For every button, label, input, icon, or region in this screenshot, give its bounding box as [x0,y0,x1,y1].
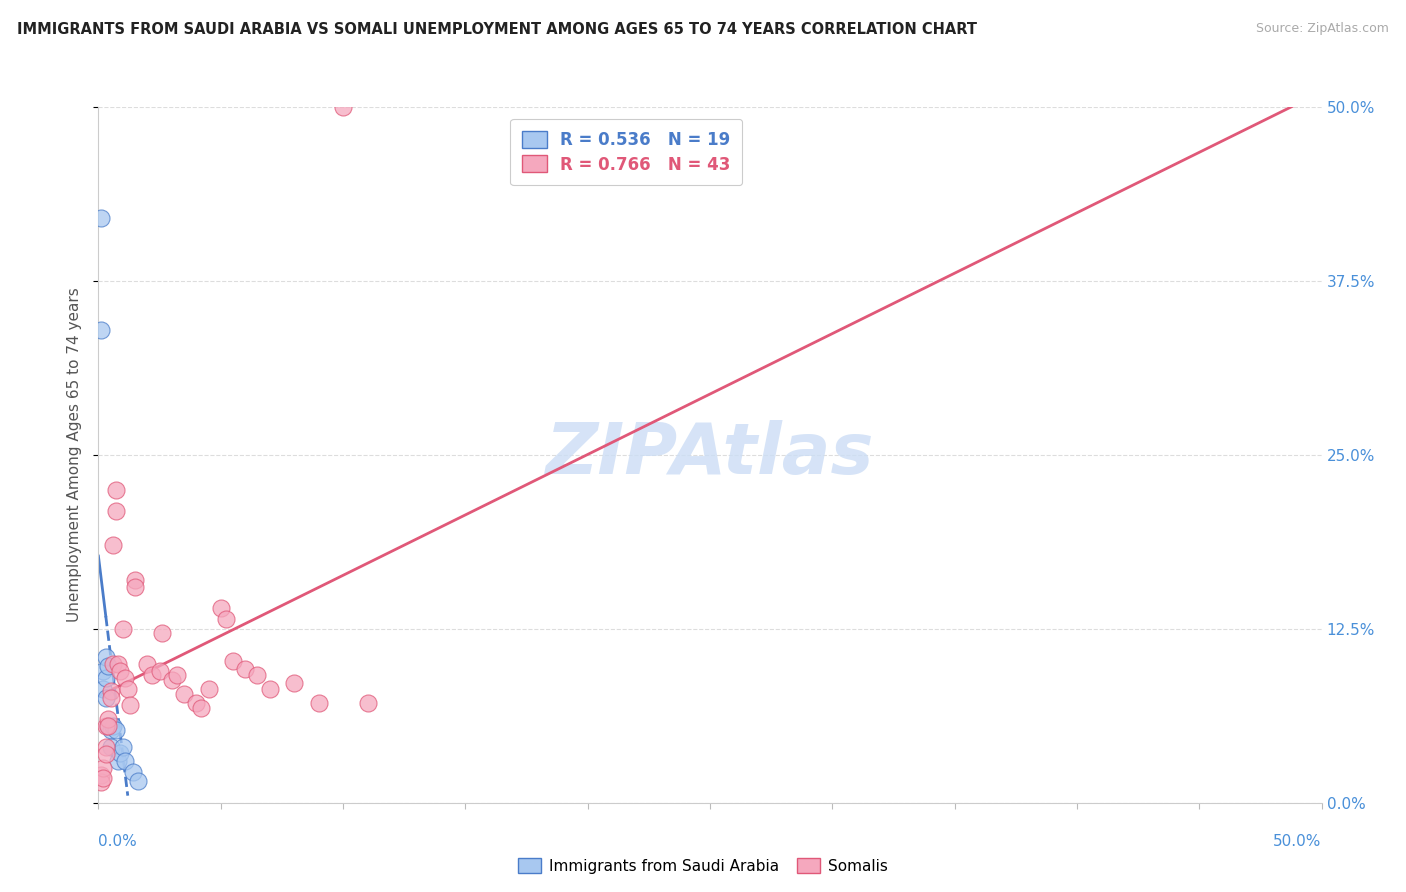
Point [114,671,136,685]
Point [90,211,112,226]
Point [94,649,117,664]
Point [97,719,120,733]
Y-axis label: Unemployment Among Ages 65 to 74 years: Unemployment Among Ages 65 to 74 years [67,287,83,623]
Point [91,771,114,785]
Point [214,612,236,626]
Legend: Immigrants from Saudi Arabia, Somalis: Immigrants from Saudi Arabia, Somalis [512,852,894,880]
Point [124,580,146,594]
Point [91,761,114,775]
Point [150,626,173,640]
Point [149,664,172,678]
Point [121,765,143,780]
Point [94,671,117,685]
Point [209,601,232,615]
Point [283,676,305,690]
Point [94,691,117,706]
Legend: R = 0.536   N = 19, R = 0.766   N = 43: R = 0.536 N = 19, R = 0.766 N = 43 [510,119,742,186]
Point [127,773,149,788]
Point [90,323,112,337]
Point [186,696,208,710]
Point [97,719,120,733]
Point [173,687,195,701]
Text: 50.0%: 50.0% [1274,834,1322,849]
Text: IMMIGRANTS FROM SAUDI ARABIA VS SOMALI UNEMPLOYMENT AMONG AGES 65 TO 74 YEARS CO: IMMIGRANTS FROM SAUDI ARABIA VS SOMALI U… [17,22,977,37]
Point [107,657,129,671]
Point [104,503,127,517]
Point [332,100,354,114]
Point [136,657,159,671]
Point [222,654,245,668]
Point [110,746,132,760]
Point [97,712,120,726]
Point [94,719,117,733]
Point [111,740,134,755]
Point [160,673,183,688]
Point [166,667,188,681]
Point [101,538,124,552]
Point [110,664,132,678]
Point [100,723,122,738]
Point [190,701,212,715]
Point [101,719,124,733]
Text: Source: ZipAtlas.com: Source: ZipAtlas.com [1256,22,1389,36]
Point [233,662,256,676]
Point [120,698,142,713]
Point [97,659,120,673]
Point [100,740,122,755]
Point [91,681,114,696]
Text: ZIPAtlas: ZIPAtlas [546,420,875,490]
Point [104,723,127,738]
Point [114,754,136,768]
Point [100,691,122,706]
Point [246,667,269,681]
Point [308,696,330,710]
Point [90,775,112,789]
Point [94,747,117,761]
Text: 0.0%: 0.0% [98,834,138,849]
Point [104,483,127,497]
Point [90,768,112,782]
Point [197,681,219,696]
Point [100,684,122,698]
Point [101,657,124,671]
Point [259,681,281,696]
Point [117,681,139,696]
Point [124,573,146,587]
Point [111,622,134,636]
Point [141,667,163,681]
Point [91,664,114,678]
Point [94,740,117,755]
Point [356,696,378,710]
Point [107,754,129,768]
